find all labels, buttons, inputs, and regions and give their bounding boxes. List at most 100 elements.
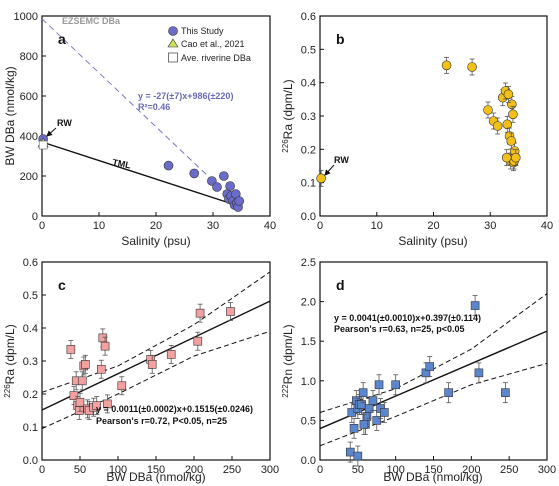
data-point (467, 62, 477, 72)
data-point (75, 397, 85, 407)
data-point (359, 420, 369, 429)
panel-label-d: d (336, 277, 345, 293)
y-tick-label: 0.5 (301, 415, 316, 427)
data-point (163, 160, 174, 171)
tick-layer: 0 10 20 30 40 0.0 0.1 0.2 0.3 0.4 0.5 0.6 (301, 11, 553, 232)
data-point (147, 359, 157, 369)
data-point (391, 380, 400, 390)
x-tick-label: 300 (538, 464, 556, 476)
data-point (66, 345, 76, 354)
y-tick-label: 1.0 (301, 376, 316, 388)
data-point (81, 359, 90, 369)
data-point (96, 364, 106, 374)
data-point (425, 362, 435, 371)
y-tick-label: 1.5 (301, 336, 316, 348)
y-axis-label-b: 226Ra (dpm/L) (281, 79, 295, 152)
x-tick-label: 200 (462, 464, 480, 476)
x-tick-label: 10 (371, 220, 383, 232)
tick-layer: 0 50 100 150 200 250 300 0.0 0.1 0.2 0.3 0.4 0.5 0.6 (23, 257, 279, 476)
y-tick-label: 0.3 (23, 356, 38, 368)
y-tick-label: 0.3 (301, 111, 316, 123)
line-regression (41, 300, 271, 411)
data-point (357, 400, 366, 409)
data-point (38, 140, 48, 150)
point-layer (66, 302, 235, 420)
line-upper (319, 293, 548, 413)
y-tick-label: 0.0 (23, 455, 38, 467)
data-point (193, 336, 203, 346)
annotation-rw: RW (57, 118, 72, 128)
panel-label-b: b (336, 31, 345, 47)
x-tick-label: 30 (207, 220, 219, 232)
data-point (474, 368, 484, 378)
annotation-rw: RW (334, 155, 349, 165)
y-tick-label: 200 (20, 171, 38, 183)
data-point (100, 341, 110, 351)
y-tick-label: 0.2 (23, 389, 38, 401)
x-tick-label: 0 (317, 464, 323, 476)
y-axis-label-d: 222Rn (dpm/L) (281, 324, 295, 397)
data-point (483, 105, 493, 115)
y-tick-label: 0.1 (23, 422, 38, 434)
x-axis-label-d: BW DBa (nmol/kg) (383, 470, 482, 484)
data-point (226, 307, 235, 316)
y-tick-label: 0.6 (23, 257, 38, 269)
x-tick-label: 0 (39, 220, 45, 232)
data-point (501, 388, 510, 397)
line-TML (41, 141, 239, 207)
point-layer (37, 134, 245, 212)
tick-layer: 0 50 100 150 200 250 300 0.0 0.5 1.0 1.5 2.0 2.5 (301, 257, 556, 476)
data-point (212, 182, 222, 192)
y-tick-label: 0.1 (301, 178, 316, 190)
x-tick-label: 20 (150, 220, 162, 232)
data-point (364, 404, 374, 413)
y-tick-label: 600 (20, 91, 38, 103)
legend-label-riverine: Ave. riverine DBa (181, 53, 251, 63)
data-point (189, 168, 199, 179)
x-tick-label: 40 (264, 220, 276, 232)
panel-c: 0 50 100 150 200 250 3000.00.10.20.30.40.50.6 … (3, 257, 279, 484)
data-point (166, 350, 176, 359)
x-axis-label-a: Salinity (psu) (121, 234, 190, 248)
data-point (69, 391, 79, 400)
legend-label-this-study: This Study (181, 26, 224, 36)
legend-marker-riverine (168, 52, 178, 63)
data-point (441, 60, 452, 71)
data-point (219, 171, 229, 181)
y-tick-label: 2.5 (301, 257, 316, 269)
y-tick-label: 0.6 (301, 11, 316, 23)
panel-b: 0 10 20 30 40 0.0 0.1 0.2 0.3 0.4 0.5 0.6 b RW Sali… (281, 11, 553, 248)
data-point (368, 396, 378, 405)
x-tick-label: 40 (541, 220, 553, 232)
data-point (444, 388, 453, 397)
legend-label-cao: Cao et al., 2021 (181, 39, 245, 49)
rw-arrow (324, 164, 335, 176)
y-tick-label: 400 (20, 131, 38, 143)
x-tick-label: 200 (185, 464, 203, 476)
data-point (374, 380, 384, 390)
data-point (372, 416, 382, 425)
line-regression (41, 18, 237, 203)
data-point (502, 119, 513, 130)
data-point (353, 451, 363, 461)
y-tick-label: 0.0 (301, 211, 316, 223)
y-tick-label: 0.2 (301, 144, 316, 156)
annotation-r2: R²=0.46 (138, 102, 170, 112)
annotation-regression-eq: y = 0.0011(±0.0002)x+0.1515(±0.0246) (96, 404, 253, 414)
x-tick-label: 100 (109, 464, 127, 476)
point-layer (345, 295, 510, 467)
y-tick-label: 0.0 (301, 455, 316, 467)
data-point (98, 333, 108, 343)
data-point (74, 406, 84, 415)
data-point (77, 376, 87, 386)
legend-marker-this-study (168, 26, 178, 36)
annotation-tml: TML (112, 157, 133, 170)
x-tick-label: 0 (317, 220, 323, 232)
y-tick-label: 1000 (14, 11, 38, 23)
data-point (501, 152, 512, 163)
annotation-pearson: Pearson's r=0.72, P<0.05, n=25 (96, 416, 227, 426)
panel-label-c: c (58, 277, 66, 293)
y-axis-label-a: BW DBa (nmol/kg) (3, 66, 17, 165)
